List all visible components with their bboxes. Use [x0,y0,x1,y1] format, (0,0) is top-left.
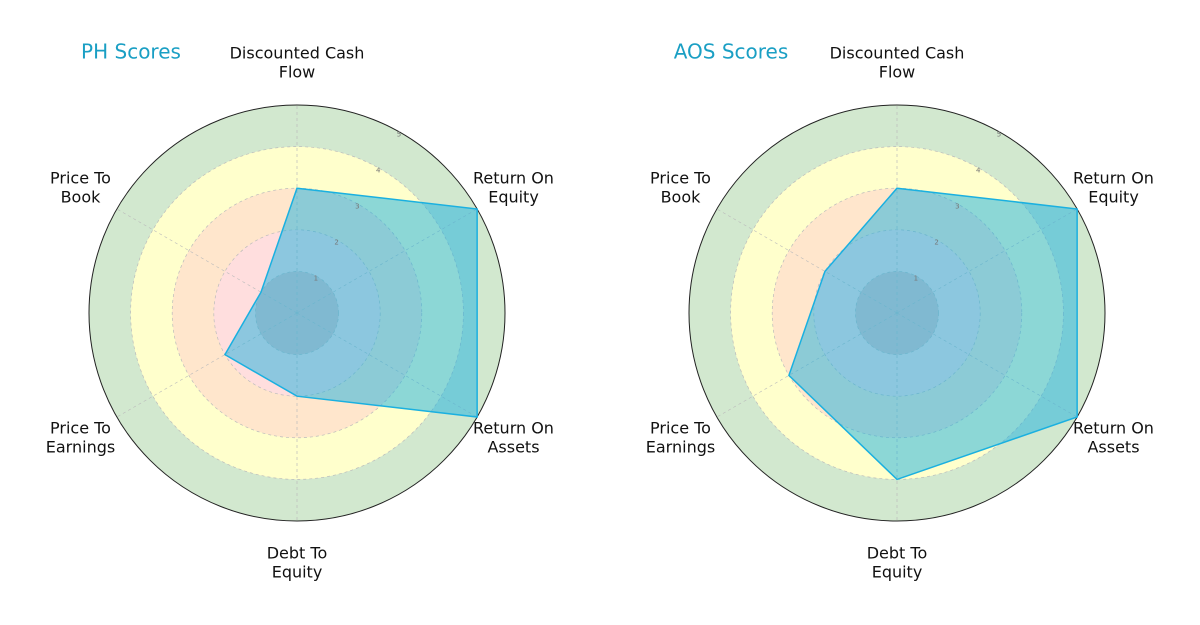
category-label: Return On Equity [1073,168,1154,206]
spoke [716,208,898,314]
chart-title: AOS Scores [674,40,789,64]
category-label: Return On Equity [473,168,554,206]
score-area [788,187,1078,481]
radial-tick-label: 5 [397,130,401,138]
spoke [116,208,298,314]
spoke [116,312,298,418]
category-label: Discounted Cash Flow [230,43,365,81]
category-label: Price To Book [50,168,111,206]
radial-tick-label: 4 [376,166,381,174]
radial-tick-label: 3 [355,202,359,210]
category-label: Debt To Equity [267,543,328,581]
category-label: Price To Earnings [46,418,115,456]
category-label: Price To Earnings [646,418,715,456]
radial-tick-label: 1 [914,274,918,282]
radial-tick-label: 1 [314,274,318,282]
score-area [223,187,478,418]
category-label: Return On Assets [473,418,554,456]
category-label: Return On Assets [1073,418,1154,456]
radial-tick-label: 3 [955,202,959,210]
chart-title: PH Scores [81,40,181,64]
category-label: Debt To Equity [867,543,928,581]
category-label: Discounted Cash Flow [830,43,965,81]
grid-circle [88,104,506,522]
radial-tick-label: 2 [934,238,938,246]
radial-tick-label: 2 [334,238,338,246]
grid-circle [688,104,1106,522]
radial-tick-label: 5 [997,130,1001,138]
radial-tick-label: 4 [976,166,981,174]
category-label: Price To Book [650,168,711,206]
